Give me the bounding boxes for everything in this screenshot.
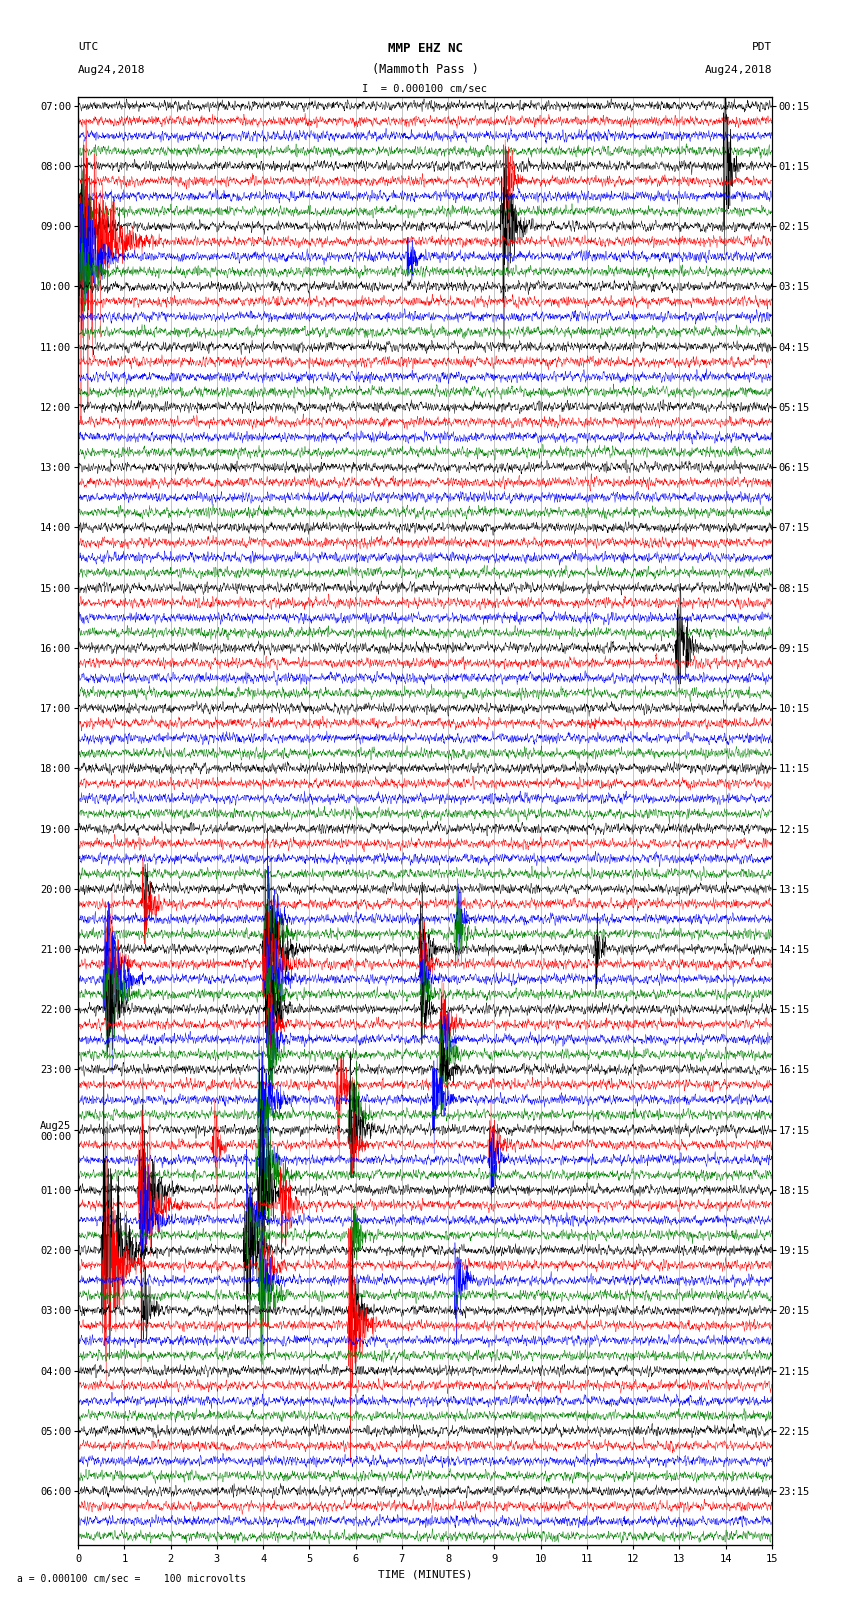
Text: I  = 0.000100 cm/sec: I = 0.000100 cm/sec	[362, 84, 488, 94]
Text: Aug24,2018: Aug24,2018	[705, 65, 772, 74]
Text: MMP EHZ NC: MMP EHZ NC	[388, 42, 462, 55]
Text: a = 0.000100 cm/sec =    100 microvolts: a = 0.000100 cm/sec = 100 microvolts	[17, 1574, 246, 1584]
Text: (Mammoth Pass ): (Mammoth Pass )	[371, 63, 479, 76]
Text: UTC: UTC	[78, 42, 99, 52]
Text: PDT: PDT	[751, 42, 772, 52]
Text: Aug24,2018: Aug24,2018	[78, 65, 145, 74]
X-axis label: TIME (MINUTES): TIME (MINUTES)	[377, 1569, 473, 1579]
